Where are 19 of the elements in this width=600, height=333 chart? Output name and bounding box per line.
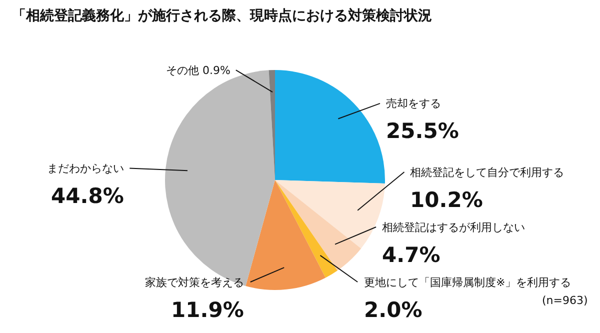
pie-slice bbox=[275, 180, 338, 278]
slice-label: その他 0.9% bbox=[166, 64, 230, 77]
data-label: 44.8% bbox=[51, 184, 124, 208]
slice-label: 売却をする bbox=[386, 97, 441, 110]
slice-label: 更地にして「国庫帰属制度※」を利用する bbox=[364, 276, 572, 289]
data-label: 2.0% bbox=[364, 298, 422, 322]
data-label: 10.2% bbox=[410, 188, 483, 212]
pie-slice bbox=[275, 180, 362, 271]
pie-slice bbox=[275, 70, 385, 184]
chart-title: 「相続登記義務化」が施行される際、現時点における対策検討状況 bbox=[12, 6, 432, 24]
slice-label: 相続登記はするが利用しない bbox=[382, 221, 525, 234]
data-label: 11.9% bbox=[171, 298, 244, 322]
slice-label: 家族で対策を考える bbox=[145, 276, 244, 289]
data-label: 4.7% bbox=[382, 243, 440, 267]
text: (n=963) bbox=[542, 294, 588, 307]
slice-label: まだわからない bbox=[47, 162, 124, 175]
data-label: 25.5% bbox=[386, 119, 459, 143]
slice-label: 相続登記をして自分で利用する bbox=[410, 166, 564, 179]
pie-slice bbox=[246, 180, 326, 290]
